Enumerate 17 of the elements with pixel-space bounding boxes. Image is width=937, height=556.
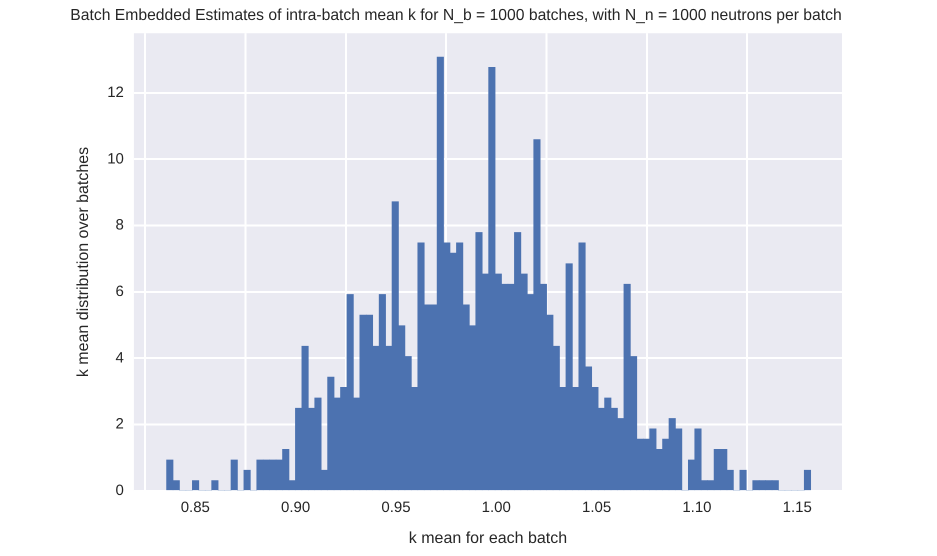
y-tick-label: 0 <box>116 482 124 499</box>
y-tick-label: 10 <box>107 150 124 168</box>
y-tick-label: 8 <box>116 216 124 234</box>
x-tick-label: 0.90 <box>281 498 310 516</box>
y-tick-label: 6 <box>116 282 124 300</box>
y-tick-label: 12 <box>107 84 124 102</box>
y-axis-title: k mean distribution over batches <box>75 146 92 378</box>
y-tick-label: 4 <box>116 349 124 366</box>
x-axis-title: k mean for each batch <box>408 530 568 547</box>
y-tick-label: 2 <box>116 416 124 433</box>
x-tick-label: 1.00 <box>482 498 511 516</box>
x-tick-label: 0.85 <box>180 498 210 516</box>
chart-title: Batch Embedded Estimates of intra-batch mean k for N_b = 1000 batches, with N_n = 1000 neutrons per batch <box>70 6 842 24</box>
x-tick-label: 1.10 <box>682 498 712 516</box>
x-tick-label: 0.95 <box>381 498 411 516</box>
x-tick-label: 1.05 <box>582 498 612 516</box>
x-tick-label: 1.15 <box>782 498 812 516</box>
